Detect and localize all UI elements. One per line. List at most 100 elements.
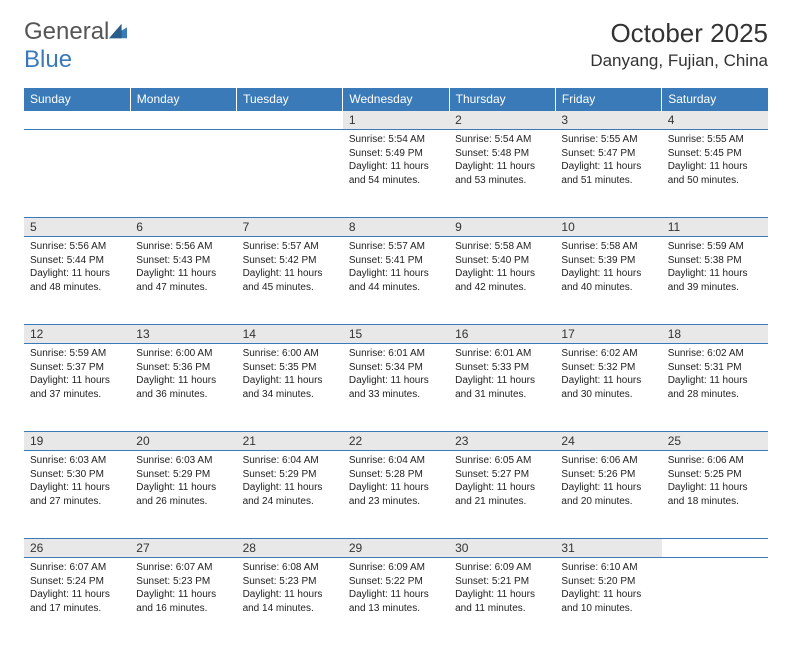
day-cell [24,130,130,218]
day-cell: Sunrise: 5:57 AMSunset: 5:41 PMDaylight:… [343,237,449,325]
day-cell: Sunrise: 5:54 AMSunset: 5:48 PMDaylight:… [449,130,555,218]
day-number: 15 [343,325,449,344]
day-content-row: Sunrise: 5:59 AMSunset: 5:37 PMDaylight:… [24,344,768,432]
day-cell: Sunrise: 5:55 AMSunset: 5:45 PMDaylight:… [662,130,768,218]
day-cell: Sunrise: 6:03 AMSunset: 5:30 PMDaylight:… [24,451,130,539]
day-cell-text: Sunrise: 6:05 AMSunset: 5:27 PMDaylight:… [453,451,551,508]
day-cell: Sunrise: 6:04 AMSunset: 5:28 PMDaylight:… [343,451,449,539]
day-number: 8 [343,218,449,237]
day-number: 17 [555,325,661,344]
page-title: October 2025 [590,18,768,49]
day-cell: Sunrise: 6:00 AMSunset: 5:35 PMDaylight:… [237,344,343,432]
day-content-row: Sunrise: 5:56 AMSunset: 5:44 PMDaylight:… [24,237,768,325]
day-cell-text: Sunrise: 6:03 AMSunset: 5:29 PMDaylight:… [134,451,232,508]
day-number: 26 [24,539,130,558]
day-number-row: 19202122232425 [24,432,768,451]
day-cell: Sunrise: 6:01 AMSunset: 5:34 PMDaylight:… [343,344,449,432]
day-number: 18 [662,325,768,344]
day-number: 30 [449,539,555,558]
day-number [662,539,768,558]
day-cell: Sunrise: 6:00 AMSunset: 5:36 PMDaylight:… [130,344,236,432]
day-number: 4 [662,111,768,130]
day-cell-text: Sunrise: 5:58 AMSunset: 5:40 PMDaylight:… [453,237,551,294]
day-cell-text: Sunrise: 5:56 AMSunset: 5:44 PMDaylight:… [28,237,126,294]
day-number: 28 [237,539,343,558]
day-cell: Sunrise: 5:59 AMSunset: 5:38 PMDaylight:… [662,237,768,325]
day-cell-text: Sunrise: 6:03 AMSunset: 5:30 PMDaylight:… [28,451,126,508]
day-number: 29 [343,539,449,558]
day-cell-text: Sunrise: 5:55 AMSunset: 5:47 PMDaylight:… [559,130,657,187]
day-number: 31 [555,539,661,558]
day-cell-text: Sunrise: 6:04 AMSunset: 5:29 PMDaylight:… [241,451,339,508]
day-cell [130,130,236,218]
day-number: 20 [130,432,236,451]
day-cell-text: Sunrise: 6:04 AMSunset: 5:28 PMDaylight:… [347,451,445,508]
day-number-row: 262728293031 [24,539,768,558]
day-cell-text: Sunrise: 5:54 AMSunset: 5:49 PMDaylight:… [347,130,445,187]
day-cell-text: Sunrise: 5:57 AMSunset: 5:41 PMDaylight:… [347,237,445,294]
day-cell: Sunrise: 6:01 AMSunset: 5:33 PMDaylight:… [449,344,555,432]
day-number: 10 [555,218,661,237]
day-cell-text: Sunrise: 6:02 AMSunset: 5:32 PMDaylight:… [559,344,657,401]
title-block: October 2025 Danyang, Fujian, China [590,18,768,71]
day-number: 13 [130,325,236,344]
day-content-row: Sunrise: 5:54 AMSunset: 5:49 PMDaylight:… [24,130,768,218]
day-number: 21 [237,432,343,451]
day-cell: Sunrise: 6:08 AMSunset: 5:23 PMDaylight:… [237,558,343,646]
day-cell: Sunrise: 5:58 AMSunset: 5:39 PMDaylight:… [555,237,661,325]
day-cell: Sunrise: 5:58 AMSunset: 5:40 PMDaylight:… [449,237,555,325]
day-content-row: Sunrise: 6:03 AMSunset: 5:30 PMDaylight:… [24,451,768,539]
day-cell: Sunrise: 5:56 AMSunset: 5:43 PMDaylight:… [130,237,236,325]
day-header-row: SundayMondayTuesdayWednesdayThursdayFrid… [24,88,768,111]
day-number [237,111,343,130]
day-cell: Sunrise: 6:06 AMSunset: 5:26 PMDaylight:… [555,451,661,539]
day-cell-text: Sunrise: 6:09 AMSunset: 5:21 PMDaylight:… [453,558,551,615]
day-number [130,111,236,130]
day-content-row: Sunrise: 6:07 AMSunset: 5:24 PMDaylight:… [24,558,768,646]
day-number: 7 [237,218,343,237]
day-cell: Sunrise: 6:06 AMSunset: 5:25 PMDaylight:… [662,451,768,539]
location-label: Danyang, Fujian, China [590,51,768,71]
day-header: Wednesday [343,88,449,111]
day-number: 27 [130,539,236,558]
day-number: 24 [555,432,661,451]
day-cell-text: Sunrise: 6:01 AMSunset: 5:34 PMDaylight:… [347,344,445,401]
day-number: 14 [237,325,343,344]
day-number: 9 [449,218,555,237]
day-cell-text: Sunrise: 6:07 AMSunset: 5:23 PMDaylight:… [134,558,232,615]
day-cell-text: Sunrise: 6:10 AMSunset: 5:20 PMDaylight:… [559,558,657,615]
day-cell: Sunrise: 6:03 AMSunset: 5:29 PMDaylight:… [130,451,236,539]
day-header: Friday [555,88,661,111]
day-cell [237,130,343,218]
day-cell-text: Sunrise: 5:59 AMSunset: 5:37 PMDaylight:… [28,344,126,401]
day-number: 19 [24,432,130,451]
day-number: 6 [130,218,236,237]
day-cell-text: Sunrise: 5:57 AMSunset: 5:42 PMDaylight:… [241,237,339,294]
day-number [24,111,130,130]
day-cell-text: Sunrise: 6:06 AMSunset: 5:26 PMDaylight:… [559,451,657,508]
day-cell-text: Sunrise: 6:07 AMSunset: 5:24 PMDaylight:… [28,558,126,615]
day-number: 23 [449,432,555,451]
day-cell-text: Sunrise: 5:59 AMSunset: 5:38 PMDaylight:… [666,237,764,294]
day-cell-text: Sunrise: 5:55 AMSunset: 5:45 PMDaylight:… [666,130,764,187]
day-cell-text: Sunrise: 6:00 AMSunset: 5:35 PMDaylight:… [241,344,339,401]
day-header: Tuesday [237,88,343,111]
day-header: Saturday [662,88,768,111]
day-cell-text: Sunrise: 6:08 AMSunset: 5:23 PMDaylight:… [241,558,339,615]
day-number: 11 [662,218,768,237]
logo-text: General Blue [24,18,127,74]
day-number-row: 1234 [24,111,768,130]
logo-triangle-icon [109,23,127,39]
calendar-table: SundayMondayTuesdayWednesdayThursdayFrid… [24,88,768,646]
day-cell: Sunrise: 6:07 AMSunset: 5:24 PMDaylight:… [24,558,130,646]
day-number-row: 12131415161718 [24,325,768,344]
day-cell: Sunrise: 6:02 AMSunset: 5:32 PMDaylight:… [555,344,661,432]
day-header: Monday [130,88,236,111]
day-cell [662,558,768,646]
day-number: 25 [662,432,768,451]
day-header: Sunday [24,88,130,111]
day-number: 22 [343,432,449,451]
logo-word1: General [24,18,109,45]
day-number: 3 [555,111,661,130]
header: General Blue October 2025 Danyang, Fujia… [0,0,792,78]
